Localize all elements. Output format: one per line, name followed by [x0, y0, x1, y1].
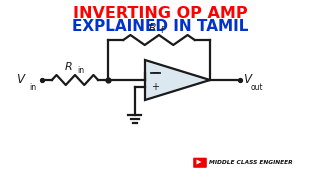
Text: f: f — [161, 26, 164, 35]
Text: in: in — [77, 66, 84, 75]
Text: −: − — [151, 68, 160, 78]
Text: INVERTING OP AMP: INVERTING OP AMP — [73, 6, 247, 21]
Polygon shape — [196, 159, 202, 165]
Text: MIDDLE CLASS ENGINEER: MIDDLE CLASS ENGINEER — [209, 159, 292, 165]
Polygon shape — [145, 60, 210, 100]
Text: $R$: $R$ — [148, 21, 157, 33]
Text: $R$: $R$ — [64, 60, 73, 72]
Text: in: in — [29, 82, 36, 91]
FancyBboxPatch shape — [193, 158, 207, 168]
Text: $V$: $V$ — [243, 73, 254, 86]
Text: $V$: $V$ — [16, 73, 27, 86]
Text: EXPLAINED IN TAMIL: EXPLAINED IN TAMIL — [72, 19, 248, 33]
Text: out: out — [251, 82, 264, 91]
Text: +: + — [151, 82, 159, 91]
